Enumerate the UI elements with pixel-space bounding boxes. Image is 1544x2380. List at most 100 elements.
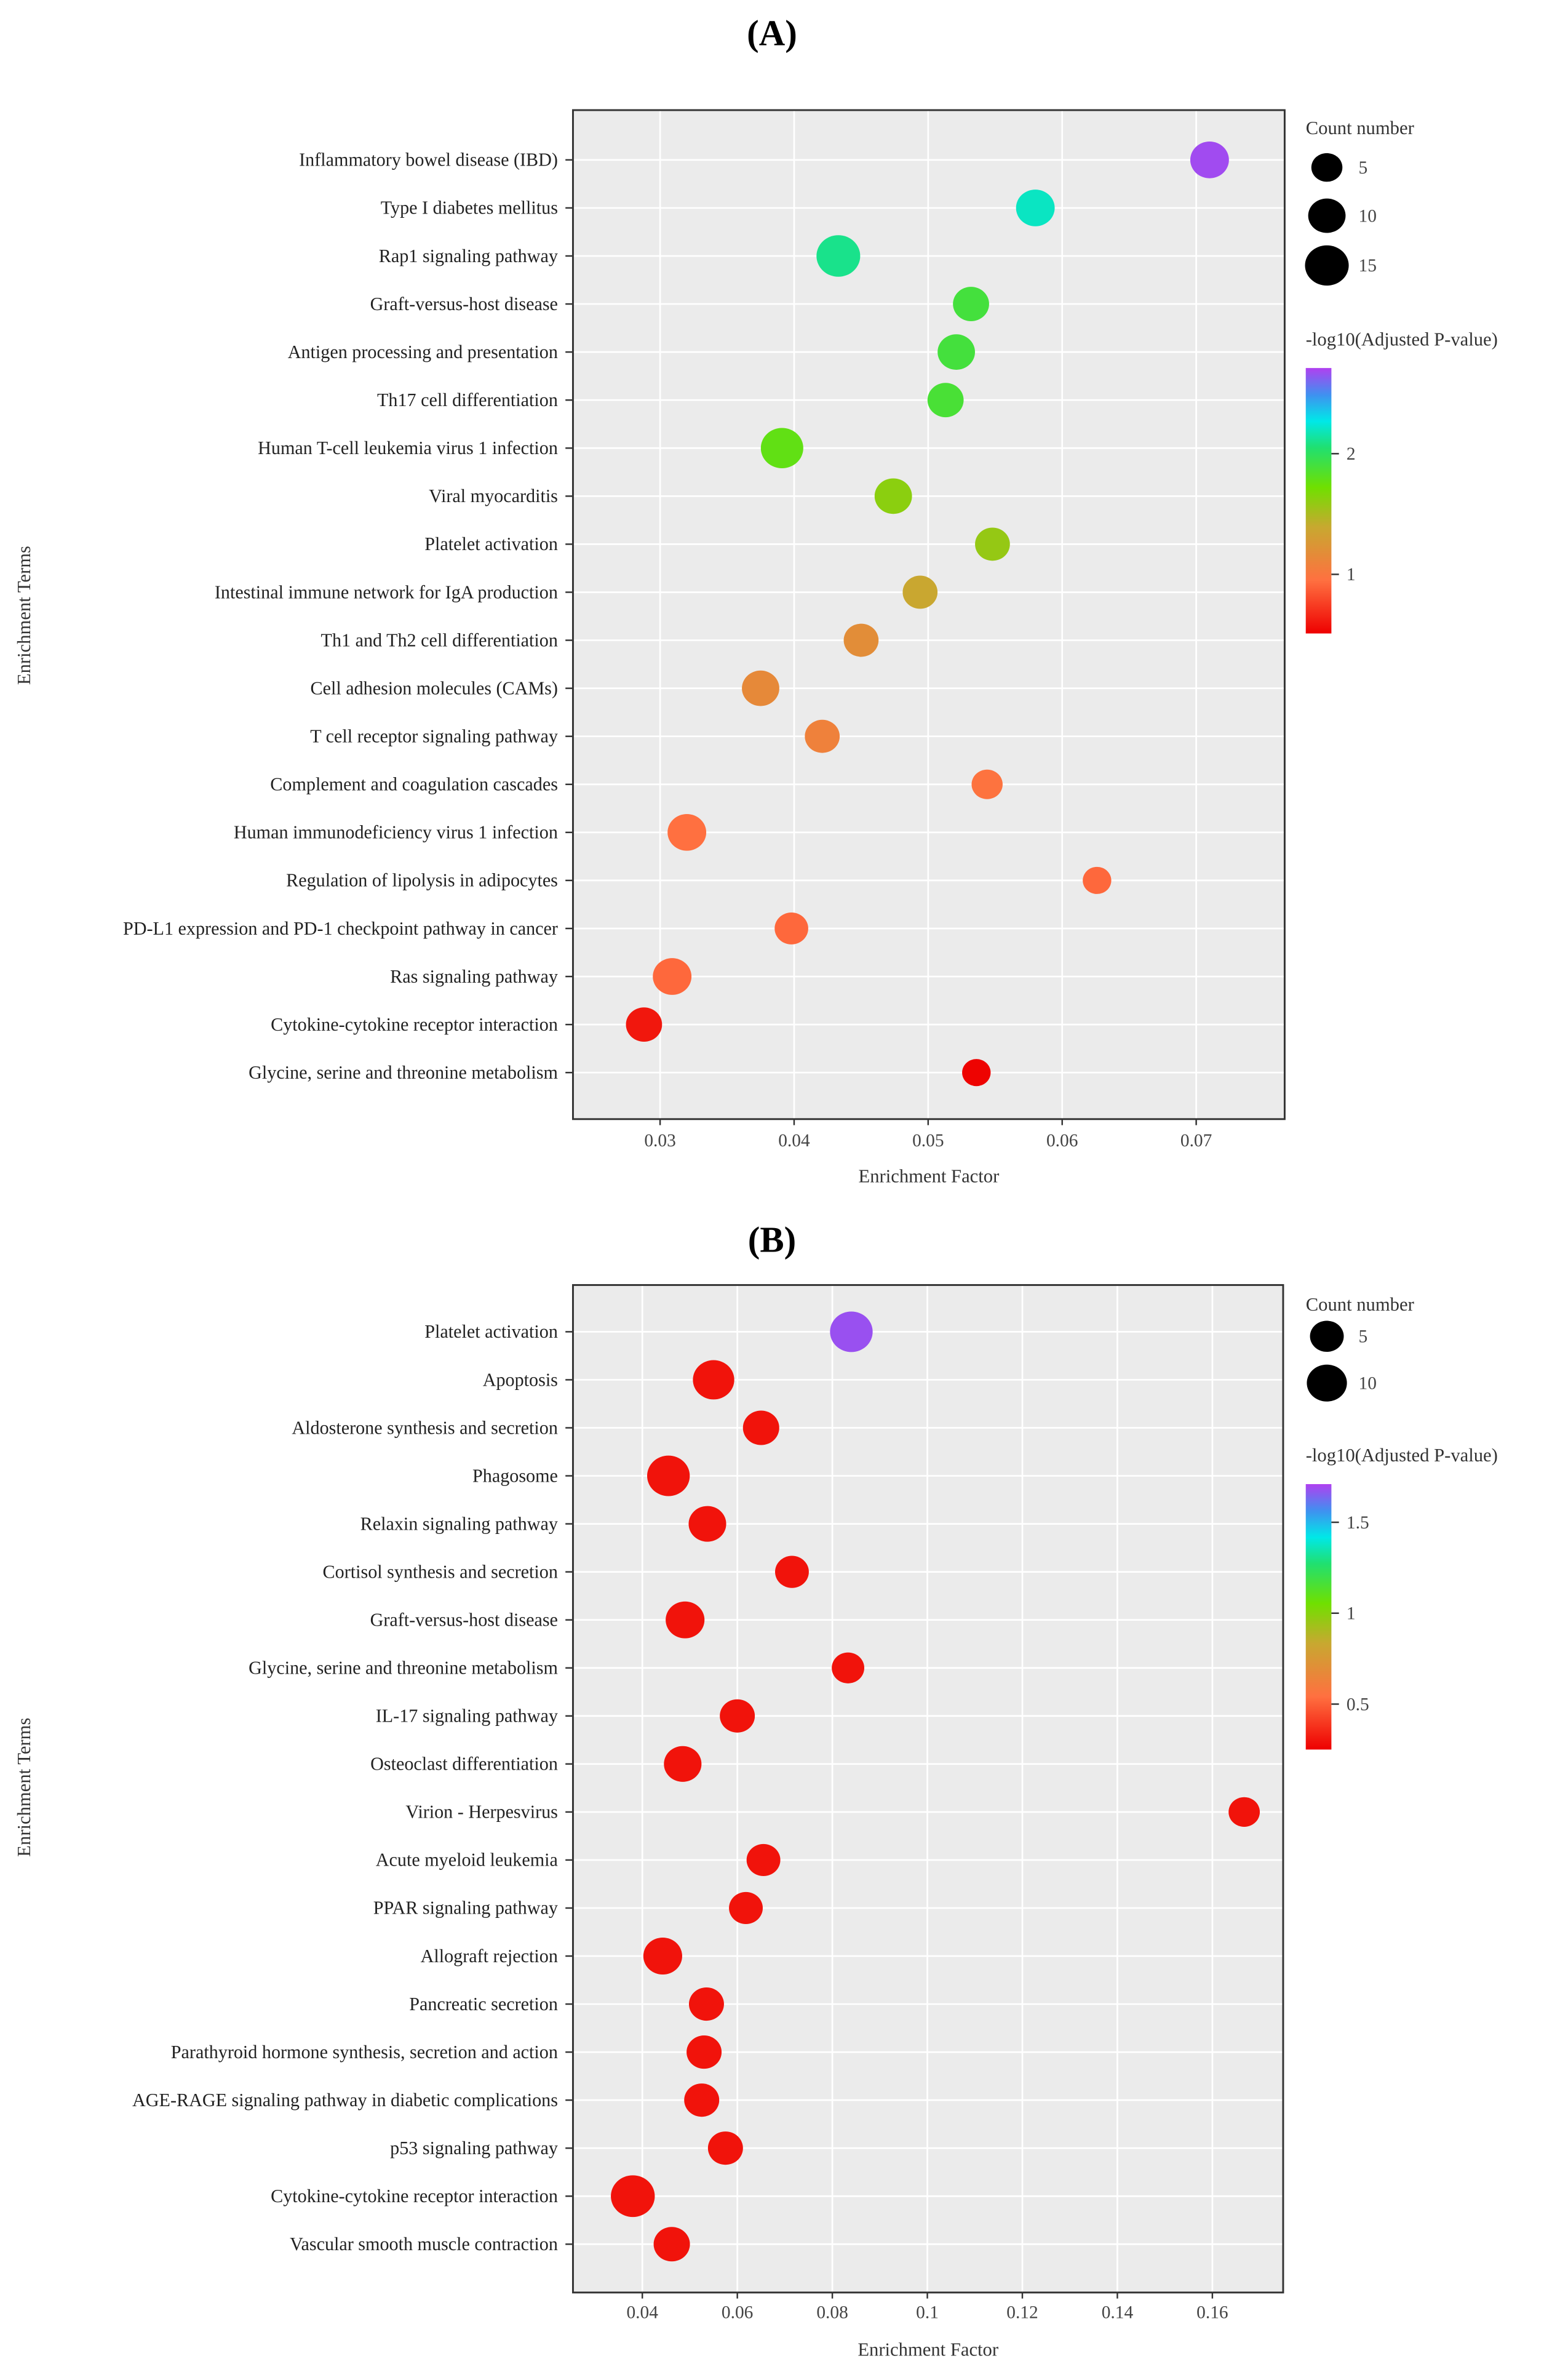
plot-frame: [571, 1284, 1284, 2294]
plot-frame: [571, 109, 1286, 1120]
size-legend-label: 10: [1359, 1374, 1377, 1394]
data-point: [626, 1007, 663, 1042]
x-tick-label: 0.16: [1196, 2302, 1228, 2322]
size-legend-circle: [1310, 1320, 1344, 1352]
term-label: Glycine, serine and threonine metabolism: [249, 1062, 558, 1083]
term-label: Acute myeloid leukemia: [376, 1850, 558, 1871]
term-label: Graft-versus-host disease: [370, 1609, 558, 1630]
data-point: [1228, 1797, 1260, 1827]
data-point: [774, 1555, 809, 1588]
data-point: [953, 287, 989, 321]
data-point: [742, 670, 779, 706]
term-label: Graft-versus-host disease: [370, 294, 558, 314]
term-label: Cell adhesion molecules (CAMs): [310, 677, 557, 698]
data-point: [805, 719, 840, 753]
data-point: [962, 1059, 991, 1087]
data-point: [611, 2175, 655, 2218]
data-point: [643, 1938, 682, 1975]
term-label: Viral myocarditis: [429, 485, 558, 506]
term-label: Apoptosis: [483, 1369, 558, 1390]
term-label: Rap1 signaling pathway: [379, 246, 558, 266]
data-point: [937, 334, 975, 370]
size-legend-title: Count number: [1306, 118, 1414, 138]
term-label: Inflammatory bowel disease (IBD): [299, 150, 558, 170]
term-label: Human immunodeficiency virus 1 infection: [234, 822, 558, 843]
x-axis-title: Enrichment Factor: [859, 1166, 1000, 1187]
data-point: [832, 1652, 864, 1683]
data-point: [688, 1987, 724, 2021]
term-label: PPAR signaling pathway: [373, 1898, 558, 1919]
term-label: Phagosome: [472, 1465, 558, 1486]
size-legend-label: 5: [1359, 158, 1368, 178]
term-label: Th17 cell differentiation: [377, 389, 558, 410]
size-legend-circle: [1307, 1364, 1347, 1402]
data-point: [874, 478, 912, 514]
term-label: Complement and coagulation cascades: [270, 774, 558, 795]
term-label: Vascular smooth muscle contraction: [290, 2234, 558, 2254]
size-legend-circle: [1305, 245, 1349, 286]
x-tick-label: 0.08: [816, 2302, 848, 2322]
term-label: p53 signaling pathway: [390, 2138, 558, 2158]
chart-panel-b: (B) 0.04 0.06 0.08 0.1 0.12 0.14 0.16 Platelet a…: [14, 1220, 1498, 2360]
term-label: Glycine, serine and threonine metabolism: [249, 1658, 558, 1679]
size-legend-title: Count number: [1306, 1294, 1414, 1315]
data-point: [971, 769, 1003, 799]
y-axis-title: Enrichment Terms: [14, 546, 34, 685]
data-point: [653, 958, 692, 995]
x-tick-label: 0.04: [778, 1131, 810, 1151]
term-label: Cytokine-cytokine receptor interaction: [271, 1014, 558, 1035]
data-point: [720, 1699, 755, 1733]
term-label: PD-L1 expression and PD-1 checkpoint pat…: [123, 918, 558, 939]
term-label: Platelet activation: [424, 1321, 558, 1342]
term-label: Platelet activation: [424, 533, 558, 554]
size-legend-circle: [1311, 153, 1343, 182]
size-legend-label: 10: [1359, 206, 1377, 226]
term-label: Intestinal immune network for IgA produc…: [215, 581, 558, 602]
data-point: [729, 1891, 763, 1925]
color-bar-tick-label: 0.5: [1347, 1695, 1369, 1714]
size-legend-label: 15: [1359, 256, 1377, 276]
data-point: [1016, 190, 1055, 226]
data-point: [653, 2227, 690, 2262]
x-tick-label: 0.14: [1102, 2302, 1134, 2322]
data-point: [760, 428, 803, 469]
x-tick-label: 0.12: [1006, 2302, 1038, 2322]
data-point: [688, 1506, 726, 1542]
data-point: [684, 2083, 720, 2117]
data-point: [1083, 866, 1112, 894]
term-label: Virion - Herpesvirus: [405, 1802, 558, 1823]
size-legend-label: 5: [1359, 1327, 1368, 1347]
term-label: Osteoclast differentiation: [370, 1754, 558, 1775]
term-label: IL-17 signaling pathway: [376, 1706, 558, 1727]
chart-panel-a: (A) 0.03 0.04 0.05 0.06 0.07 Inflammatory bowe…: [14, 14, 1498, 1187]
data-point: [664, 1746, 702, 1782]
x-tick-label: 0.05: [912, 1131, 944, 1151]
term-label: Ras signaling pathway: [390, 966, 558, 987]
color-legend-title: -log10(Adjusted P-value): [1306, 329, 1498, 349]
data-point: [927, 383, 964, 418]
data-point: [707, 2131, 743, 2165]
term-label: Parathyroid hormone synthesis, secretion…: [171, 2042, 558, 2063]
data-point: [816, 235, 861, 277]
data-point: [774, 912, 808, 944]
color-bar-tick-label: 2: [1347, 444, 1356, 464]
term-label: T cell receptor signaling pathway: [310, 725, 558, 746]
x-tick-label: 0.06: [722, 2302, 753, 2322]
data-point: [647, 1455, 690, 1496]
term-label: Cortisol synthesis and secretion: [323, 1561, 558, 1582]
size-legend-circle: [1308, 198, 1346, 233]
x-tick-label: 0.06: [1046, 1131, 1078, 1151]
x-axis-title: Enrichment Factor: [858, 2339, 998, 2360]
color-bar-tick-label: 1.5: [1347, 1513, 1369, 1533]
x-tick-label: 0.03: [644, 1131, 675, 1151]
term-label: Cytokine-cytokine receptor interaction: [271, 2186, 558, 2206]
color-bar: [1305, 368, 1332, 634]
x-tick-label: 0.04: [626, 2302, 658, 2322]
data-point: [843, 623, 879, 657]
x-tick-label: 0.07: [1180, 1131, 1212, 1151]
term-label: Antigen processing and presentation: [288, 341, 558, 362]
x-tick-label: 0.1: [916, 2302, 939, 2322]
data-point: [686, 2035, 722, 2069]
term-label: Human T-cell leukemia virus 1 infection: [258, 437, 558, 458]
